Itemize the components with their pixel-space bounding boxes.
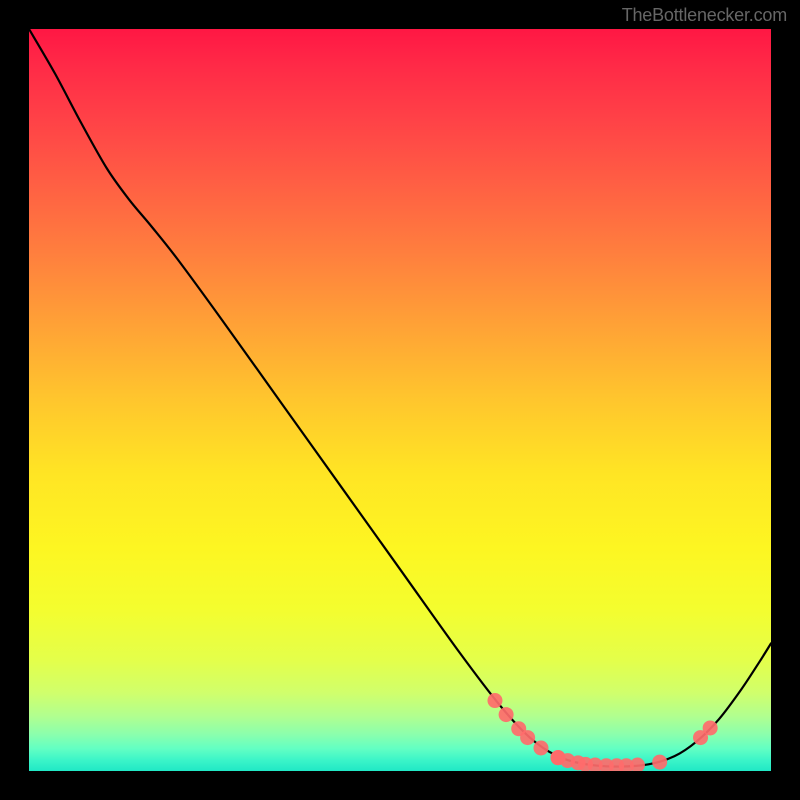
data-marker (652, 755, 667, 770)
data-marker (533, 741, 548, 756)
data-marker (703, 720, 718, 735)
attribution-label: TheBottlenecker.com (622, 5, 787, 26)
gradient-background (29, 29, 771, 771)
chart-container: TheBottlenecker.com (0, 0, 800, 800)
data-marker (520, 730, 535, 745)
plot-svg (29, 29, 771, 771)
data-marker (487, 693, 502, 708)
data-marker (499, 707, 514, 722)
